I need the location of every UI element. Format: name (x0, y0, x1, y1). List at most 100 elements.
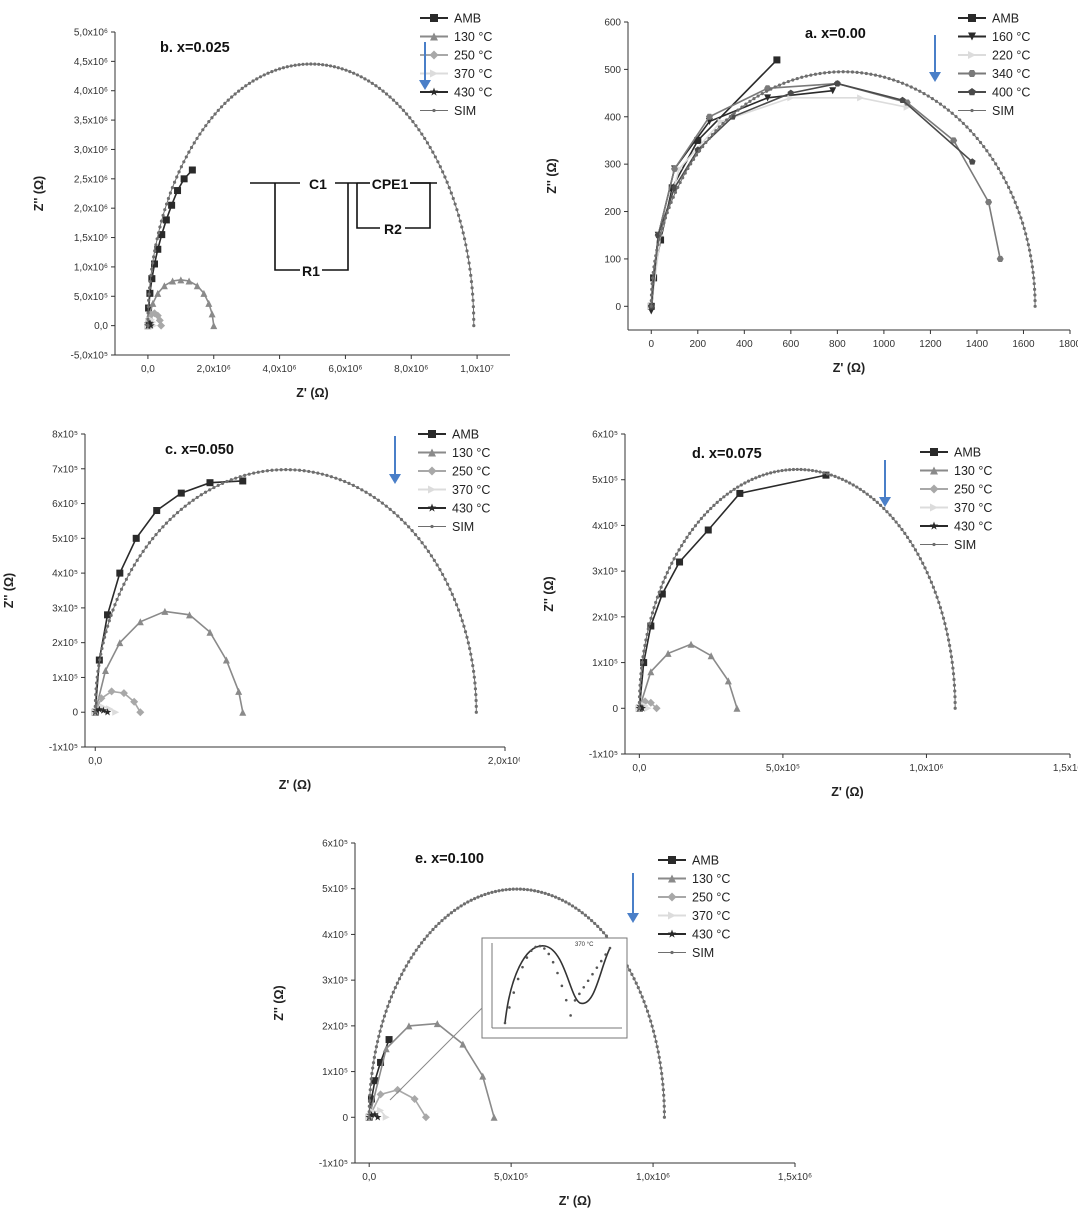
sim-point (384, 92, 389, 96)
x-axis-label: Z' (Ω) (279, 778, 311, 792)
data-point (104, 611, 112, 619)
sim-point (671, 195, 675, 199)
sim-point (443, 577, 447, 581)
sim-point (1007, 185, 1011, 189)
sim-point (651, 270, 655, 275)
sim-point (109, 613, 113, 617)
sim-point (391, 990, 395, 994)
sim-point (470, 286, 474, 290)
sim-point (799, 467, 803, 472)
sim-point (340, 67, 344, 71)
sim-point (746, 479, 751, 483)
data-point (371, 1077, 379, 1085)
chart-title: b. x=0.025 (160, 40, 230, 56)
sim-point (736, 485, 740, 489)
legend-marker (929, 521, 939, 530)
x-tick-label: 1800 (1059, 339, 1078, 350)
arrow-icon (879, 460, 891, 507)
sim-point (1032, 282, 1036, 286)
sim-point (935, 595, 939, 599)
data-point (950, 137, 958, 144)
sim-point (151, 537, 155, 541)
y-tick-label: 5x10⁵ (592, 475, 618, 486)
sim-point (1022, 226, 1026, 231)
sim-point (809, 73, 813, 77)
series-amb (91, 477, 247, 716)
y-tick-label: -1x10⁵ (49, 743, 78, 754)
x-axis-label: Z' (Ω) (559, 1194, 591, 1208)
y-tick-label: 0 (612, 704, 618, 715)
legend-label: SIM (454, 104, 476, 118)
sim-point (632, 977, 636, 981)
sim-point (813, 72, 818, 76)
x-axis-label: Z' (Ω) (831, 785, 863, 799)
y-tick-label: 2x10⁵ (52, 638, 78, 649)
x-tick-label: 0,0 (88, 756, 102, 767)
sim-point (184, 155, 188, 159)
sim-point (436, 160, 440, 164)
arrow-head (419, 80, 431, 90)
sim-point (662, 1099, 666, 1103)
sim-point (159, 219, 164, 223)
sim-point (474, 693, 478, 697)
data-point (146, 319, 154, 327)
x-axis-label: Z' (Ω) (833, 361, 865, 375)
series-160-c (647, 87, 837, 315)
sim-point (371, 1061, 376, 1065)
sim-point (673, 190, 678, 194)
sim-point (1025, 237, 1029, 241)
sim-point (661, 1088, 665, 1092)
data-point (490, 1113, 498, 1121)
sim-point (472, 675, 476, 679)
sim-point (302, 469, 306, 473)
sim-point (367, 1110, 371, 1114)
series-amb (635, 471, 830, 712)
legend-marker (968, 70, 976, 77)
sim-point (761, 473, 765, 477)
sim-point (500, 888, 505, 892)
sim-point (316, 471, 320, 475)
inset-point (591, 972, 594, 976)
sim-point (355, 73, 360, 77)
sim-point (540, 890, 544, 894)
sim-point (124, 577, 129, 581)
sim-point (179, 165, 183, 169)
sim-point (447, 185, 451, 190)
sim-point (158, 225, 162, 229)
sim-point (404, 964, 408, 968)
sim-point (93, 698, 98, 703)
sim-point (680, 544, 684, 548)
sim-point (938, 606, 943, 610)
data-point (93, 706, 101, 714)
legend-label: 370 °C (454, 67, 492, 81)
sim-point (946, 108, 950, 112)
sim-point (431, 927, 435, 932)
sim-point (334, 476, 338, 480)
y-tick-label: 4x10⁵ (322, 930, 348, 941)
inset-point (599, 959, 603, 963)
sim-point (702, 513, 707, 517)
sim-point (191, 498, 195, 502)
sim-point (381, 89, 385, 93)
legend-label: 430 °C (954, 520, 992, 534)
sim-point (683, 171, 687, 175)
sim-point (440, 572, 445, 577)
sim-point (460, 225, 464, 229)
sim-point (728, 114, 732, 119)
legend-label: AMB (454, 12, 481, 26)
sim-point (732, 487, 736, 491)
sim-point (644, 638, 648, 642)
sim-point (309, 62, 313, 66)
sim-point (715, 500, 719, 504)
sim-point (384, 504, 388, 508)
legend-label: 130 °C (692, 872, 730, 886)
sim-point (833, 474, 837, 478)
sim-point (754, 476, 758, 480)
sim-point (678, 180, 682, 185)
sim-point (391, 98, 396, 102)
sim-point (570, 904, 575, 908)
sim-point (601, 931, 606, 935)
sim-point (438, 568, 442, 572)
sim-point (765, 472, 769, 476)
sim-point (855, 70, 859, 74)
